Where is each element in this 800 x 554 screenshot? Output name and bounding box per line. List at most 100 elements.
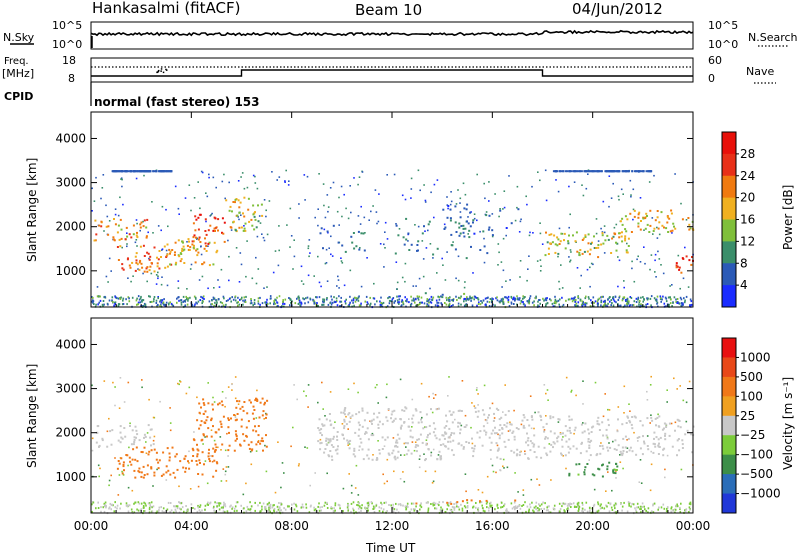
- range-gate-cell: [313, 299, 315, 302]
- range-gate-cell: [168, 452, 171, 455]
- range-gate-cell: [350, 211, 352, 214]
- range-gate-cell: [223, 510, 226, 513]
- range-gate-cell: [280, 503, 283, 506]
- range-gate-cell: [418, 458, 421, 460]
- range-gate-cell: [595, 510, 598, 513]
- range-gate-cell: [359, 247, 361, 249]
- range-gate-cell: [302, 506, 305, 509]
- range-gate-cell: [532, 445, 535, 448]
- range-gate-cell: [378, 449, 381, 451]
- range-gate-cell: [178, 485, 180, 488]
- range-gate-cell: [428, 220, 431, 223]
- range-gate-cell: [484, 510, 486, 513]
- range-gate-cell: [191, 243, 194, 246]
- range-gate-cell: [460, 424, 463, 427]
- range-gate-cell: [162, 473, 165, 476]
- range-gate-cell: [623, 385, 626, 388]
- range-gate-cell: [639, 228, 642, 231]
- range-gate-cell: [293, 502, 295, 505]
- range-gate-cell: [398, 228, 401, 230]
- range-gate-cell: [212, 263, 215, 266]
- range-gate-cell: [438, 450, 441, 453]
- range-gate-cell: [94, 239, 97, 242]
- range-gate-cell: [473, 447, 476, 450]
- colorbar-tick-label: 100: [740, 389, 763, 403]
- range-gate-cell: [572, 234, 574, 237]
- range-gate-cell: [163, 245, 166, 248]
- range-gate-cell: [584, 469, 586, 471]
- range-gate-cell: [660, 506, 663, 509]
- range-gate-cell: [650, 375, 652, 378]
- range-gate-cell: [137, 295, 140, 298]
- range-gate-cell: [533, 443, 536, 446]
- range-gate-cell: [359, 304, 362, 307]
- range-gate-cell: [421, 416, 423, 419]
- range-gate-cell: [644, 227, 647, 230]
- range-gate-cell: [521, 419, 524, 422]
- range-gate-cell: [107, 233, 110, 236]
- range-gate-cell: [150, 501, 153, 504]
- range-gate-cell: [463, 207, 466, 210]
- range-gate-cell: [345, 298, 347, 301]
- range-gate-cell: [150, 466, 153, 469]
- range-gate-cell: [334, 504, 337, 507]
- range-gate-cell: [405, 238, 408, 241]
- range-gate-cell: [156, 265, 159, 268]
- range-gate-cell: [687, 286, 690, 288]
- range-gate-cell: [411, 421, 414, 424]
- colorbar-swatch: [722, 435, 736, 456]
- range-gate-cell: [575, 302, 578, 305]
- range-gate-cell: [325, 437, 328, 440]
- range-gate-cell: [331, 298, 333, 301]
- range-gate-cell: [253, 228, 256, 231]
- range-gate-cell: [223, 297, 225, 300]
- colorbar-tick-label: 4: [740, 278, 748, 292]
- range-gate-cell: [448, 299, 450, 302]
- range-gate-cell: [209, 502, 211, 505]
- range-gate-cell: [438, 298, 441, 301]
- range-gate-cell: [663, 302, 666, 305]
- range-gate-cell: [217, 403, 219, 406]
- range-gate-cell: [134, 269, 137, 272]
- range-gate-cell: [588, 444, 591, 447]
- range-gate-cell: [229, 505, 231, 508]
- range-gate-cell: [658, 258, 661, 260]
- range-gate-cell: [262, 502, 265, 505]
- range-gate-cell: [477, 404, 479, 406]
- range-gate-cell: [590, 262, 593, 265]
- range-gate-cell: [601, 234, 604, 237]
- range-gate-cell: [585, 187, 588, 190]
- range-gate-cell: [613, 170, 616, 173]
- range-gate-cell: [594, 300, 597, 303]
- range-gate-cell: [419, 454, 421, 457]
- range-gate-cell: [602, 415, 605, 418]
- range-gate-cell: [242, 212, 244, 215]
- range-gate-cell: [208, 241, 211, 244]
- range-gate-cell: [200, 420, 203, 423]
- range-gate-cell: [535, 456, 538, 459]
- range-gate-cell: [167, 469, 170, 472]
- range-gate-cell: [614, 502, 617, 505]
- range-gate-cell: [688, 259, 691, 262]
- range-gate-cell: [587, 438, 590, 440]
- range-gate-cell: [690, 433, 693, 436]
- range-gate-cell: [143, 446, 146, 449]
- range-gate-cell: [552, 507, 555, 510]
- range-gate-cell: [632, 218, 634, 221]
- range-gate-cell: [462, 182, 465, 185]
- range-gate-cell: [626, 302, 628, 305]
- range-gate-cell: [337, 279, 340, 281]
- range-gate-cell: [236, 400, 238, 403]
- range-gate-cell: [666, 507, 668, 510]
- range-gate-cell: [214, 230, 216, 232]
- range-gate-cell: [201, 302, 203, 305]
- nave-dot: [166, 69, 168, 71]
- range-gate-cell: [457, 302, 460, 305]
- range-gate-cell: [608, 175, 611, 177]
- range-gate-cell: [305, 503, 307, 506]
- range-gate-cell: [497, 264, 499, 266]
- range-gate-cell: [507, 410, 510, 413]
- range-gate-cell: [119, 218, 122, 221]
- range-gate-cell: [338, 196, 340, 199]
- colorbar-tick-label: 500: [740, 370, 763, 384]
